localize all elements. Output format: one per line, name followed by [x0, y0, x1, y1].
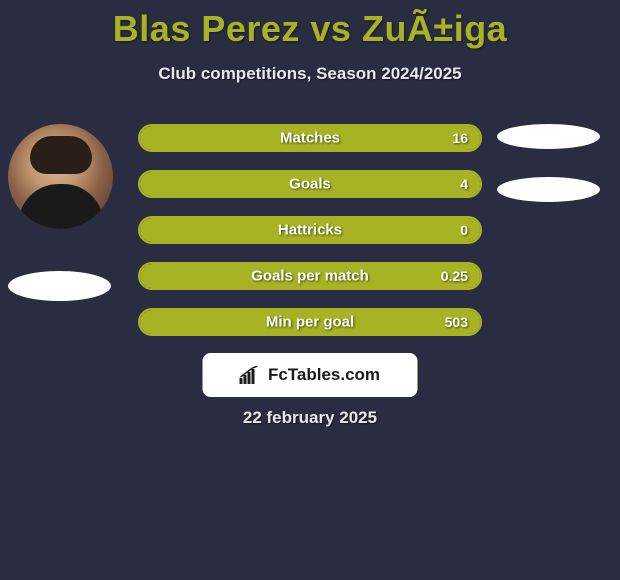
- page-title: Blas Perez vs ZuÃ±iga: [0, 0, 620, 50]
- brand-chart-icon: [240, 366, 262, 384]
- stat-row: Goals 4: [138, 170, 482, 198]
- left-player-block: [8, 124, 113, 301]
- brand-text: FcTables.com: [268, 365, 380, 385]
- stat-row: Min per goal 503: [138, 308, 482, 336]
- stats-block: Matches 16 Goals 4 Hattricks 0 Goals per match…: [138, 124, 482, 354]
- right-oval-2: [497, 177, 600, 202]
- stat-label: Goals: [289, 176, 331, 193]
- stat-label: Min per goal: [266, 314, 354, 331]
- stat-row: Matches 16: [138, 124, 482, 152]
- stat-value: 503: [445, 314, 468, 330]
- stat-value: 0: [460, 222, 468, 238]
- stat-label: Hattricks: [278, 222, 342, 239]
- stat-row: Hattricks 0: [138, 216, 482, 244]
- stat-value: 16: [452, 130, 468, 146]
- stat-value: 0.25: [441, 268, 468, 284]
- right-oval-1: [497, 124, 600, 149]
- subtitle: Club competitions, Season 2024/2025: [0, 64, 620, 84]
- avatar-left: [8, 124, 113, 229]
- stat-label: Matches: [280, 130, 340, 147]
- stat-label: Goals per match: [251, 268, 369, 285]
- brand-box[interactable]: FcTables.com: [203, 353, 418, 397]
- left-player-name-oval: [8, 271, 111, 301]
- stat-value: 4: [460, 176, 468, 192]
- date-line: 22 february 2025: [0, 408, 620, 428]
- stat-row: Goals per match 0.25: [138, 262, 482, 290]
